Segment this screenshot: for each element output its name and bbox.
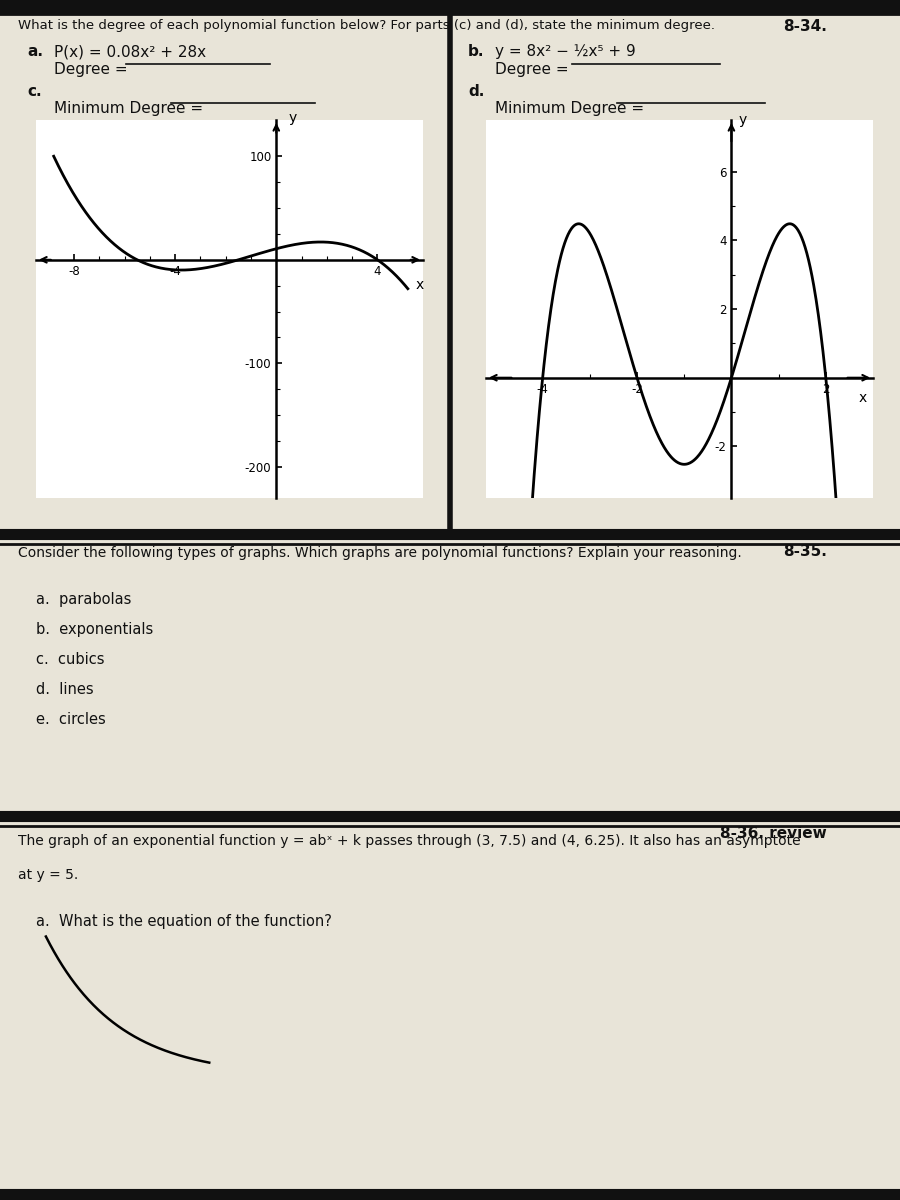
Text: e.  circles: e. circles — [36, 712, 106, 726]
Text: c.: c. — [27, 84, 41, 98]
Text: x: x — [416, 278, 424, 293]
Text: What is the degree of each polynomial function below? For parts (c) and (d), sta: What is the degree of each polynomial fu… — [18, 19, 715, 32]
Text: 8-36. review: 8-36. review — [720, 826, 827, 840]
Text: a.  What is the equation of the function?: a. What is the equation of the function? — [36, 914, 332, 929]
Text: Consider the following types of graphs. Which graphs are polynomial functions? E: Consider the following types of graphs. … — [18, 546, 742, 560]
Text: y: y — [289, 112, 297, 125]
Text: d.  lines: d. lines — [36, 682, 94, 696]
Text: P(x) = 0.08x² + 28x: P(x) = 0.08x² + 28x — [54, 44, 206, 59]
Text: The graph of an exponential function y = abˣ + k passes through (3, 7.5) and (4,: The graph of an exponential function y =… — [18, 834, 801, 848]
Text: y: y — [739, 113, 747, 127]
Text: x: x — [859, 391, 867, 406]
Text: Degree =: Degree = — [54, 62, 132, 77]
Text: a.  parabolas: a. parabolas — [36, 592, 131, 607]
Text: Minimum Degree =: Minimum Degree = — [495, 101, 649, 115]
Text: a.: a. — [27, 44, 43, 59]
Text: b.: b. — [468, 44, 484, 59]
Text: Degree =: Degree = — [495, 62, 573, 77]
Text: at y = 5.: at y = 5. — [18, 868, 78, 882]
Text: b.  exponentials: b. exponentials — [36, 622, 153, 636]
Text: d.: d. — [468, 84, 484, 98]
Text: y = 8x² − ½x⁵ + 9: y = 8x² − ½x⁵ + 9 — [495, 44, 635, 59]
Text: c.  cubics: c. cubics — [36, 652, 104, 667]
Text: 8-34.: 8-34. — [783, 19, 827, 34]
Text: 8-35.: 8-35. — [783, 544, 827, 558]
Text: Minimum Degree =: Minimum Degree = — [54, 101, 208, 115]
